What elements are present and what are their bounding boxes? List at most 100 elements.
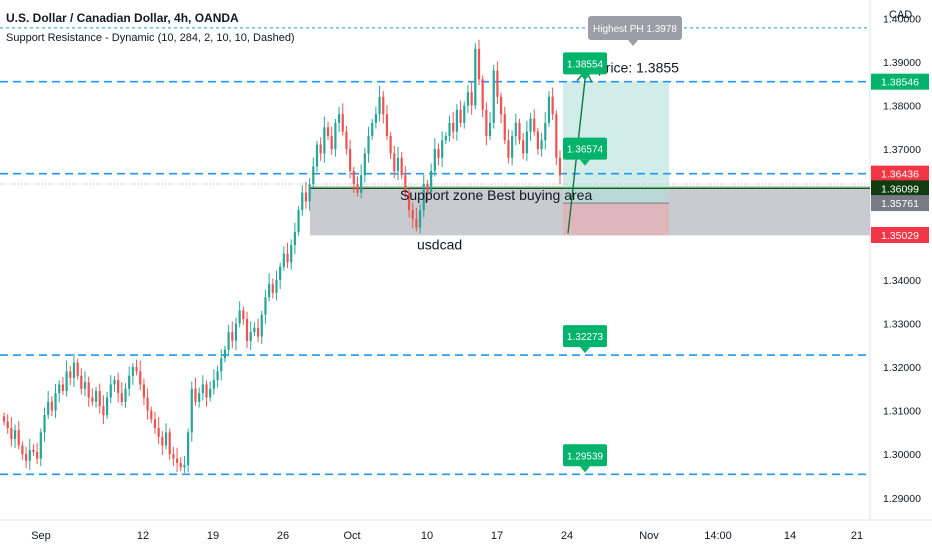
highest-ph-label[interactable] — [588, 16, 682, 40]
candle[interactable] — [360, 164, 363, 199]
candle[interactable] — [36, 442, 39, 465]
candle[interactable] — [61, 377, 65, 395]
candle[interactable] — [39, 428, 42, 466]
candle[interactable] — [312, 157, 315, 188]
candle[interactable] — [80, 368, 83, 395]
candle[interactable] — [10, 417, 13, 447]
level-marker[interactable]: 1.36574 — [563, 137, 607, 166]
candle[interactable] — [24, 446, 28, 469]
candle[interactable] — [279, 262, 282, 289]
candle[interactable] — [463, 101, 466, 129]
candle[interactable] — [282, 246, 285, 271]
candle[interactable] — [21, 441, 24, 460]
candle[interactable] — [102, 395, 105, 425]
candle[interactable] — [187, 428, 190, 473]
candle[interactable] — [124, 383, 127, 408]
candle[interactable] — [301, 185, 304, 216]
candle[interactable] — [525, 120, 528, 161]
candle[interactable] — [128, 366, 131, 397]
candle[interactable] — [275, 270, 278, 301]
candle[interactable] — [477, 39, 481, 85]
candle[interactable] — [183, 455, 186, 473]
candle[interactable] — [238, 301, 241, 328]
candle[interactable] — [326, 121, 330, 140]
candle[interactable] — [396, 146, 400, 181]
candle[interactable] — [514, 113, 517, 146]
candle[interactable] — [452, 112, 455, 140]
candle[interactable] — [367, 126, 370, 163]
candle[interactable] — [194, 377, 197, 406]
price-axis-label[interactable]: 1.36099 — [871, 180, 929, 197]
candle[interactable] — [407, 188, 411, 218]
candle[interactable] — [356, 176, 359, 197]
candle[interactable] — [352, 166, 355, 194]
candle[interactable] — [164, 423, 168, 450]
candle[interactable] — [540, 132, 543, 157]
candle[interactable] — [371, 118, 374, 140]
candle[interactable] — [481, 75, 484, 118]
candle[interactable] — [172, 446, 175, 466]
candle[interactable] — [28, 438, 31, 470]
candle[interactable] — [374, 106, 377, 129]
candle[interactable] — [382, 91, 385, 124]
candle[interactable] — [54, 384, 57, 419]
indicator-title[interactable]: Support Resistance - Dynamic (10, 284, 2… — [6, 32, 295, 44]
candle[interactable] — [393, 146, 396, 179]
candle[interactable] — [109, 375, 112, 404]
candle[interactable] — [227, 324, 230, 356]
candle[interactable] — [47, 390, 50, 419]
candle[interactable] — [146, 388, 149, 420]
candle[interactable] — [98, 383, 101, 414]
candle[interactable] — [253, 322, 256, 337]
candle[interactable] — [242, 306, 245, 325]
candle[interactable] — [245, 311, 249, 349]
candle[interactable] — [65, 360, 68, 397]
candle[interactable] — [455, 104, 459, 141]
candle[interactable] — [91, 388, 94, 406]
candle[interactable] — [209, 381, 212, 402]
candle[interactable] — [518, 118, 521, 145]
candle[interactable] — [308, 178, 311, 211]
candle[interactable] — [117, 372, 120, 403]
level-marker[interactable]: 1.29539 — [563, 444, 607, 473]
candle[interactable] — [466, 84, 470, 113]
candle[interactable] — [349, 139, 352, 179]
candle[interactable] — [533, 109, 536, 136]
candle[interactable] — [323, 116, 326, 163]
candle[interactable] — [492, 64, 495, 129]
candle[interactable] — [422, 174, 425, 218]
candle[interactable] — [113, 376, 116, 392]
candle[interactable] — [69, 365, 72, 386]
candle[interactable] — [271, 278, 274, 299]
candle[interactable] — [499, 92, 503, 124]
candle[interactable] — [175, 447, 179, 473]
candle[interactable] — [142, 378, 146, 405]
candle[interactable] — [161, 431, 164, 455]
candle[interactable] — [496, 61, 499, 105]
candle[interactable] — [212, 369, 215, 395]
candle[interactable] — [334, 118, 337, 157]
candle[interactable] — [459, 100, 462, 127]
candle[interactable] — [536, 127, 540, 155]
candle[interactable] — [511, 130, 514, 166]
level-marker[interactable]: 1.38554 — [563, 52, 607, 81]
candle[interactable] — [223, 345, 227, 363]
candle[interactable] — [260, 310, 263, 344]
candle[interactable] — [319, 137, 322, 161]
candle[interactable] — [205, 380, 208, 407]
candle[interactable] — [168, 428, 171, 460]
candle[interactable] — [72, 353, 76, 388]
price-axis-label[interactable]: 1.35029 — [871, 226, 929, 243]
candle[interactable] — [444, 132, 447, 145]
candle[interactable] — [58, 380, 61, 403]
candle[interactable] — [17, 421, 20, 450]
candle[interactable] — [135, 359, 138, 376]
candle[interactable] — [13, 424, 17, 449]
candle[interactable] — [363, 147, 366, 183]
candle[interactable] — [529, 112, 532, 141]
candle[interactable] — [153, 411, 157, 434]
candle[interactable] — [378, 85, 381, 122]
candle[interactable] — [437, 143, 440, 166]
candle[interactable] — [474, 43, 477, 110]
